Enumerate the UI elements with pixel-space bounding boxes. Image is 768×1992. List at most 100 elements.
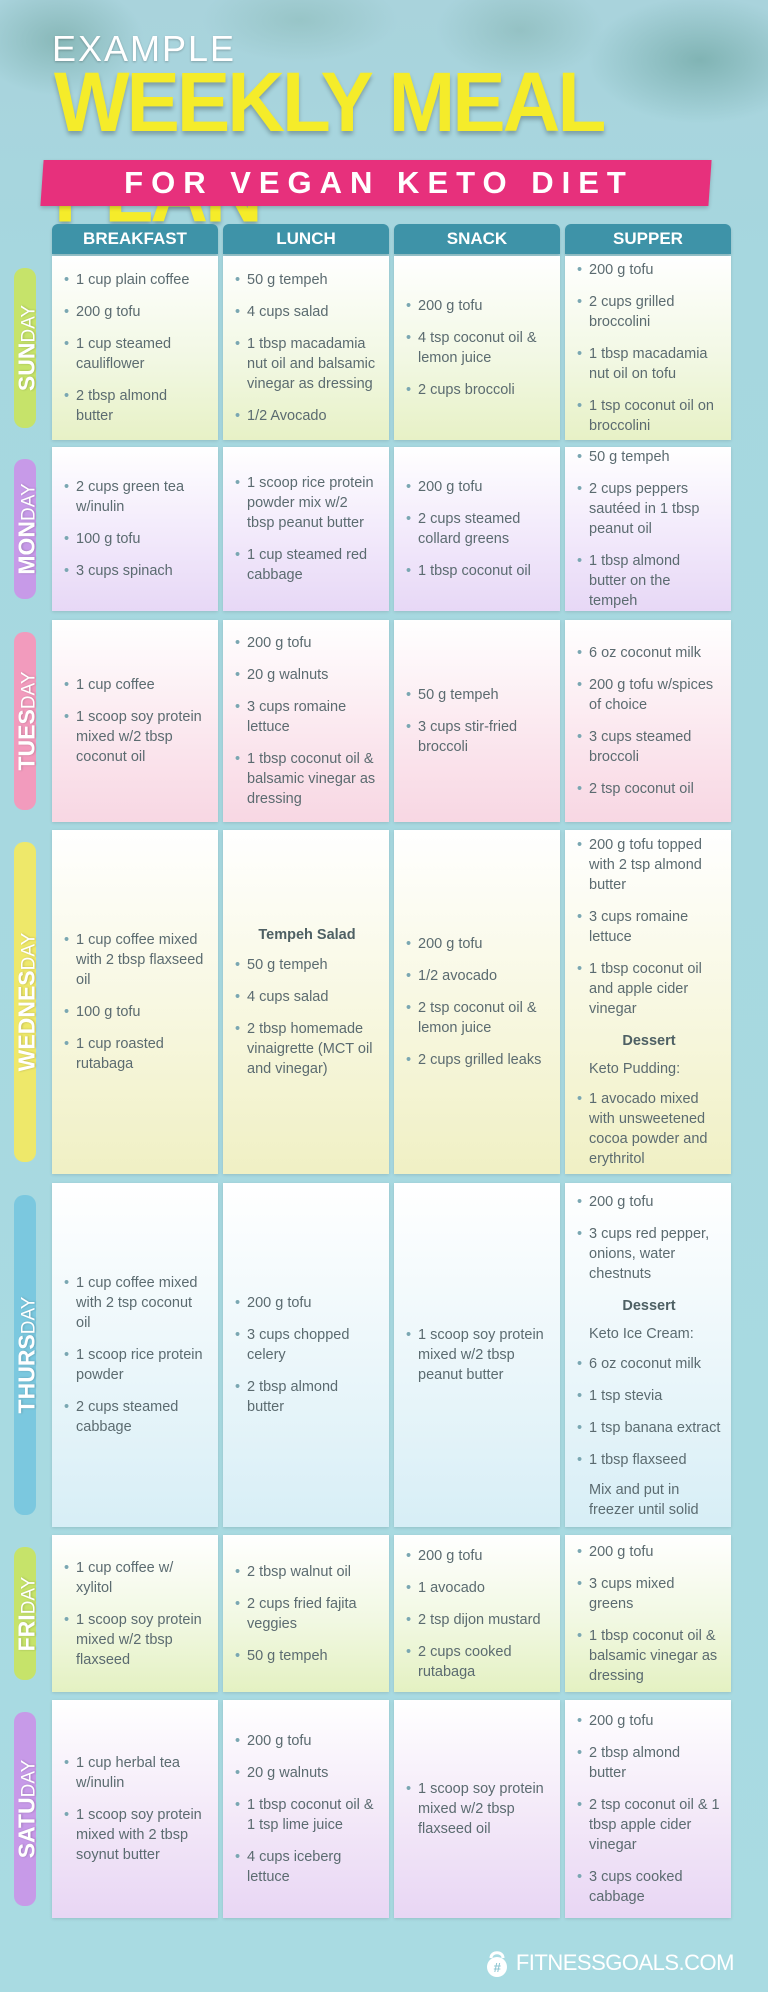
- meal-item: 20 g walnuts: [235, 665, 379, 685]
- meal-item: 3 cups cooked cabbage: [577, 1867, 721, 1907]
- meal-cell-supper: 200 g tofu topped with 2 tsp almond butt…: [565, 830, 731, 1174]
- day-label-bold: WEDNES: [13, 970, 40, 1072]
- meal-item: 1 scoop soy protein mixed w/2 tbsp flaxs…: [64, 1610, 208, 1670]
- day-label-light: DAY: [18, 1576, 40, 1614]
- meal-cell-lunch: 200 g tofu 20 g walnuts 1 tbsp coconut oil…: [223, 1700, 389, 1918]
- meal-cell-supper: 6 oz coconut milk 200 g tofu w/spices of …: [565, 620, 731, 822]
- meal-item: 1 cup plain coffee: [64, 270, 208, 290]
- meal-item: 50 g tempeh: [235, 270, 379, 290]
- day-label-bold: TUES: [13, 709, 40, 771]
- meal-item: 1/2 avocado: [406, 966, 550, 986]
- day-label-light: DAY: [18, 932, 40, 971]
- meal-item: 200 g tofu: [406, 1546, 550, 1566]
- meal-item: 1 tbsp macadamia nut oil and balsamic vi…: [235, 334, 379, 394]
- meal-item: 50 g tempeh: [406, 685, 550, 705]
- meal-item: 3 cups romaine lettuce: [235, 697, 379, 737]
- meal-item: 1 tsp coconut oil on broccolini: [577, 396, 721, 436]
- meal-cell-lunch: Tempeh Salad 50 g tempeh 4 cups salad 2 tb…: [223, 830, 389, 1174]
- meal-item: 200 g tofu: [577, 1192, 721, 1212]
- day-label-bold: THURS: [13, 1334, 40, 1414]
- day-label-light: DAY: [18, 483, 40, 521]
- meal-cell-breakfast: 1 cup coffee mixed with 2 tsp coconut oi…: [52, 1183, 218, 1527]
- meal-item: 1 tsp banana extract: [577, 1418, 721, 1438]
- day-label-light: DAY: [18, 304, 40, 343]
- meal-item: 3 cups steamed broccoli: [577, 727, 721, 767]
- meal-item: 3 cups romaine lettuce: [577, 907, 721, 947]
- meal-item: 2 tsp coconut oil: [577, 779, 721, 799]
- meal-cell-breakfast: 1 cup coffee w/ xylitol 1 scoop soy prote…: [52, 1535, 218, 1692]
- day-label-bold: MON: [13, 521, 40, 575]
- day-label-bold: FRI: [13, 1613, 40, 1651]
- meal-item: 200 g tofu w/spices of choice: [577, 675, 721, 715]
- meal-item: 200 g tofu: [406, 477, 550, 497]
- meal-cell-snack: 200 g tofu 1/2 avocado 2 tsp coconut oil &…: [394, 830, 560, 1174]
- day-label-sunday: SUNDAY: [4, 256, 50, 440]
- day-label-text: SATUDAY: [14, 1760, 41, 1859]
- day-accent-brush: [14, 1195, 36, 1515]
- meal-item: 1 tbsp coconut oil & balsamic vinegar as…: [577, 1626, 721, 1686]
- meal-cell-breakfast: 1 cup coffee 1 scoop soy protein mixed w/…: [52, 620, 218, 822]
- meal-item: 1/2 Avocado: [235, 406, 379, 426]
- day-accent-brush: [14, 1712, 36, 1906]
- meal-item: 3 cups red pepper, onions, water chestnu…: [577, 1224, 721, 1284]
- meal-cell-breakfast: 1 cup coffee mixed with 2 tbsp flaxseed …: [52, 830, 218, 1174]
- meal-cell-breakfast: 2 cups green tea w/inulin 100 g tofu 3 cup…: [52, 447, 218, 611]
- day-label-text: SUNDAY: [14, 305, 41, 391]
- meal-cell-lunch: 50 g tempeh 4 cups salad 1 tbsp macadamia …: [223, 256, 389, 440]
- day-label-friday: FRIDAY: [4, 1535, 50, 1692]
- page-subtitle: FOR VEGAN KETO DIET: [124, 165, 634, 200]
- column-header-supper: SUPPER: [565, 224, 731, 254]
- brand-text: FITNESSGOALS.COM: [515, 1950, 735, 1975]
- meal-item: 2 tsp coconut oil & 1 tbsp apple cider v…: [577, 1795, 721, 1855]
- meal-item: 200 g tofu: [577, 260, 721, 280]
- meal-item: 1 tbsp coconut oil and apple cider vineg…: [577, 959, 721, 1019]
- meal-item: 2 tbsp homemade vinaigrette (MCT oil and…: [235, 1019, 379, 1079]
- meal-item: 1 scoop soy protein mixed w/2 tbsp peanu…: [406, 1325, 550, 1385]
- meal-item: 1 cup coffee mixed with 2 tsp coconut oi…: [64, 1273, 208, 1333]
- meal-cell-snack: 200 g tofu 1 avocado 2 tsp dijon mustard 2 …: [394, 1535, 560, 1692]
- meal-cell-supper: 200 g tofu 3 cups mixed greens 1 tbsp coco…: [565, 1535, 731, 1692]
- meal-cell-snack: 1 scoop soy protein mixed w/2 tbsp peanu…: [394, 1183, 560, 1527]
- meal-item: 1 cup steamed cauliflower: [64, 334, 208, 374]
- meal-cell-supper: 200 g tofu 2 cups grilled broccolini 1 tbs…: [565, 256, 731, 440]
- column-header-lunch: LUNCH: [223, 224, 389, 254]
- day-label-text: TUESDAY: [14, 671, 41, 770]
- day-label-text: THURSDAY: [14, 1297, 41, 1414]
- meal-item: 200 g tofu: [235, 1293, 379, 1313]
- meal-item: 1 tbsp macadamia nut oil on tofu: [577, 344, 721, 384]
- meal-item: 4 tsp coconut oil & lemon juice: [406, 328, 550, 368]
- meal-item: 1 avocado: [406, 1578, 550, 1598]
- meal-note: Keto Pudding:: [589, 1061, 681, 1077]
- meal-item: 1 cup coffee w/ xylitol: [64, 1558, 208, 1598]
- day-accent-brush: [14, 842, 36, 1162]
- meal-item: 200 g tofu: [577, 1711, 721, 1731]
- meal-item: 2 cups fried fajita veggies: [235, 1594, 379, 1634]
- meal-cell-breakfast: 1 cup herbal tea w/inulin 1 scoop soy pro…: [52, 1700, 218, 1918]
- meal-cell-snack: 1 scoop soy protein mixed w/2 tbsp flaxs…: [394, 1700, 560, 1918]
- meal-cell-lunch: 200 g tofu 20 g walnuts 3 cups romaine let…: [223, 620, 389, 822]
- meal-item: 6 oz coconut milk: [577, 643, 721, 663]
- meal-cell-snack: 200 g tofu 2 cups steamed collard greens 1…: [394, 447, 560, 611]
- meal-item: 100 g tofu: [64, 1002, 208, 1022]
- day-accent-brush: [14, 632, 36, 810]
- meal-cell-lunch: 200 g tofu 3 cups chopped celery 2 tbsp al…: [223, 1183, 389, 1527]
- meal-heading: Dessert: [622, 1033, 676, 1049]
- meal-item: 6 oz coconut milk: [577, 1354, 721, 1374]
- meal-item: 2 cups peppers sautéed in 1 tbsp peanut …: [577, 479, 721, 539]
- meal-item: 2 tbsp almond butter: [64, 386, 208, 426]
- meal-item: 3 cups mixed greens: [577, 1574, 721, 1614]
- day-label-thursday: THURSDAY: [4, 1183, 50, 1527]
- column-header-breakfast: BREAKFAST: [52, 224, 218, 254]
- meal-item: 1 cup coffee mixed with 2 tbsp flaxseed …: [64, 930, 208, 990]
- meal-item: 200 g tofu: [235, 633, 379, 653]
- meal-item: 4 cups salad: [235, 302, 379, 322]
- meal-item: 2 cups steamed cabbage: [64, 1397, 208, 1437]
- meal-cell-supper: 200 g tofu 3 cups red pepper, onions, wat…: [565, 1183, 731, 1527]
- day-label-bold: SUN: [13, 342, 40, 392]
- header: EXAMPLE WEEKLY MEAL PLAN FOR VEGAN KETO …: [0, 0, 768, 238]
- meal-cell-supper: 200 g tofu 2 tbsp almond butter 2 tsp coco…: [565, 1700, 731, 1918]
- meal-heading: Dessert: [622, 1298, 676, 1314]
- page-title: WEEKLY MEAL PLAN: [54, 55, 605, 238]
- meal-item: 1 scoop rice protein powder mix w/2 tbsp…: [235, 473, 379, 533]
- day-label-tuesday: TUESDAY: [4, 620, 50, 822]
